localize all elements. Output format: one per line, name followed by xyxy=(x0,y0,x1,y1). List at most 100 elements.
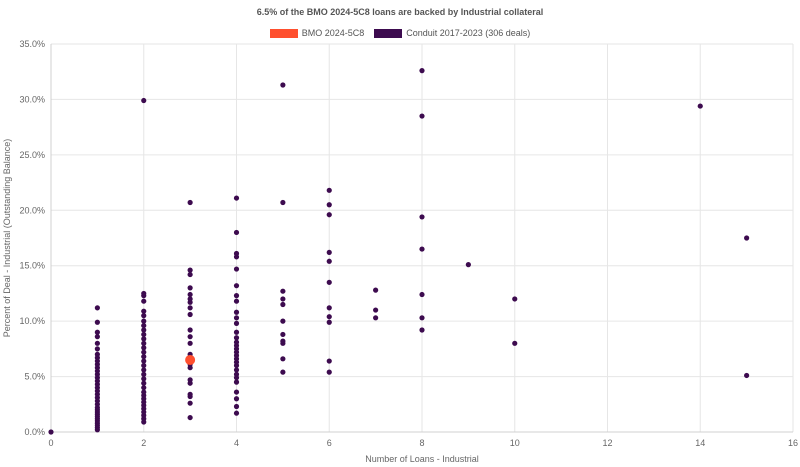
conduit-point[interactable] xyxy=(326,314,332,320)
conduit-point[interactable] xyxy=(141,331,147,338)
conduit-point[interactable] xyxy=(280,199,286,206)
conduit-point[interactable] xyxy=(419,291,425,298)
conduit-point[interactable] xyxy=(744,372,750,379)
conduit-point[interactable] xyxy=(141,336,147,342)
conduit-point[interactable] xyxy=(512,340,518,346)
conduit-point[interactable] xyxy=(187,340,193,346)
conduit-point[interactable] xyxy=(141,318,147,324)
conduit-point[interactable] xyxy=(94,329,100,335)
conduit-point[interactable] xyxy=(326,249,332,256)
conduit-point[interactable] xyxy=(187,377,193,383)
conduit-point[interactable] xyxy=(419,214,425,220)
conduit-point[interactable] xyxy=(233,195,240,201)
conduit-point[interactable] xyxy=(373,307,379,313)
conduit-point[interactable] xyxy=(465,262,471,268)
conduit-point[interactable] xyxy=(141,327,147,333)
conduit-point[interactable] xyxy=(141,290,147,297)
conduit-point[interactable] xyxy=(48,429,54,435)
conduit-point[interactable] xyxy=(233,339,240,345)
conduit-point[interactable] xyxy=(233,229,240,236)
conduit-point[interactable] xyxy=(373,287,379,293)
conduit-point[interactable] xyxy=(141,97,147,104)
conduit-point[interactable] xyxy=(187,267,193,273)
conduit-point[interactable] xyxy=(141,349,147,355)
conduit-point[interactable] xyxy=(187,400,193,406)
conduit-point[interactable] xyxy=(187,334,193,340)
conduit-point[interactable] xyxy=(326,305,332,311)
conduit-point[interactable] xyxy=(187,199,193,206)
conduit-point[interactable] xyxy=(187,305,193,311)
conduit-point[interactable] xyxy=(233,389,240,395)
conduit-point[interactable] xyxy=(187,271,193,278)
conduit-point[interactable] xyxy=(326,187,332,193)
conduit-point[interactable] xyxy=(233,250,240,257)
conduit-point[interactable] xyxy=(419,246,425,252)
conduit-point[interactable] xyxy=(233,335,240,341)
conduit-point[interactable] xyxy=(141,385,147,391)
conduit-point[interactable] xyxy=(697,103,703,109)
conduit-point[interactable] xyxy=(373,315,379,321)
conduit-point[interactable] xyxy=(141,376,147,382)
conduit-point[interactable] xyxy=(233,329,240,335)
conduit-point[interactable] xyxy=(94,340,100,346)
conduit-point[interactable] xyxy=(233,309,240,315)
conduit-point[interactable] xyxy=(280,356,286,362)
conduit-point[interactable] xyxy=(141,340,147,346)
conduit-point[interactable] xyxy=(141,389,147,395)
conduit-point[interactable] xyxy=(94,346,100,352)
legend-item-conduit[interactable]: Conduit 2017-2023 (306 deals) xyxy=(374,28,530,38)
conduit-point[interactable] xyxy=(187,285,193,291)
conduit-point[interactable] xyxy=(280,296,286,302)
legend-item-bmo[interactable]: BMO 2024-5C8 xyxy=(269,28,364,38)
conduit-point[interactable] xyxy=(326,358,332,364)
conduit-point[interactable] xyxy=(233,293,240,299)
conduit-point[interactable] xyxy=(141,371,147,377)
conduit-point[interactable] xyxy=(187,414,193,421)
conduit-point[interactable] xyxy=(280,82,286,88)
conduit-point[interactable] xyxy=(141,358,147,364)
conduit-point[interactable] xyxy=(419,315,425,321)
conduit-point[interactable] xyxy=(187,391,193,397)
conduit-point[interactable] xyxy=(141,367,147,373)
conduit-point[interactable] xyxy=(280,338,286,344)
conduit-point[interactable] xyxy=(233,379,240,385)
conduit-point[interactable] xyxy=(326,369,332,375)
conduit-point[interactable] xyxy=(233,298,240,304)
conduit-point[interactable] xyxy=(419,113,425,119)
conduit-point[interactable] xyxy=(326,258,332,264)
conduit-point[interactable] xyxy=(141,354,147,360)
conduit-point[interactable] xyxy=(280,369,286,375)
conduit-point[interactable] xyxy=(141,313,147,319)
conduit-point[interactable] xyxy=(744,235,750,241)
bmo-point[interactable] xyxy=(185,354,196,365)
conduit-point[interactable] xyxy=(141,308,147,314)
conduit-point[interactable] xyxy=(187,291,193,298)
conduit-point[interactable] xyxy=(419,327,425,333)
conduit-point[interactable] xyxy=(419,68,425,74)
conduit-point[interactable] xyxy=(141,345,147,351)
conduit-point[interactable] xyxy=(141,362,147,369)
conduit-point[interactable] xyxy=(233,320,240,326)
conduit-point[interactable] xyxy=(141,322,147,329)
conduit-point[interactable] xyxy=(326,212,332,218)
conduit-point[interactable] xyxy=(233,396,240,402)
conduit-point[interactable] xyxy=(94,334,100,340)
conduit-point[interactable] xyxy=(233,410,240,416)
conduit-point[interactable] xyxy=(233,371,240,377)
conduit-point[interactable] xyxy=(94,319,100,325)
conduit-point[interactable] xyxy=(94,351,100,357)
conduit-point[interactable] xyxy=(233,367,240,373)
conduit-point[interactable] xyxy=(512,296,518,302)
conduit-point[interactable] xyxy=(187,296,193,302)
conduit-point[interactable] xyxy=(326,202,332,208)
conduit-point[interactable] xyxy=(280,301,286,308)
conduit-point[interactable] xyxy=(233,315,240,321)
conduit-point[interactable] xyxy=(141,380,147,386)
conduit-point[interactable] xyxy=(280,331,286,338)
conduit-point[interactable] xyxy=(187,327,193,333)
conduit-point[interactable] xyxy=(280,318,286,324)
conduit-point[interactable] xyxy=(141,298,147,304)
conduit-point[interactable] xyxy=(94,305,100,311)
conduit-point[interactable] xyxy=(187,311,193,318)
conduit-point[interactable] xyxy=(280,288,286,294)
